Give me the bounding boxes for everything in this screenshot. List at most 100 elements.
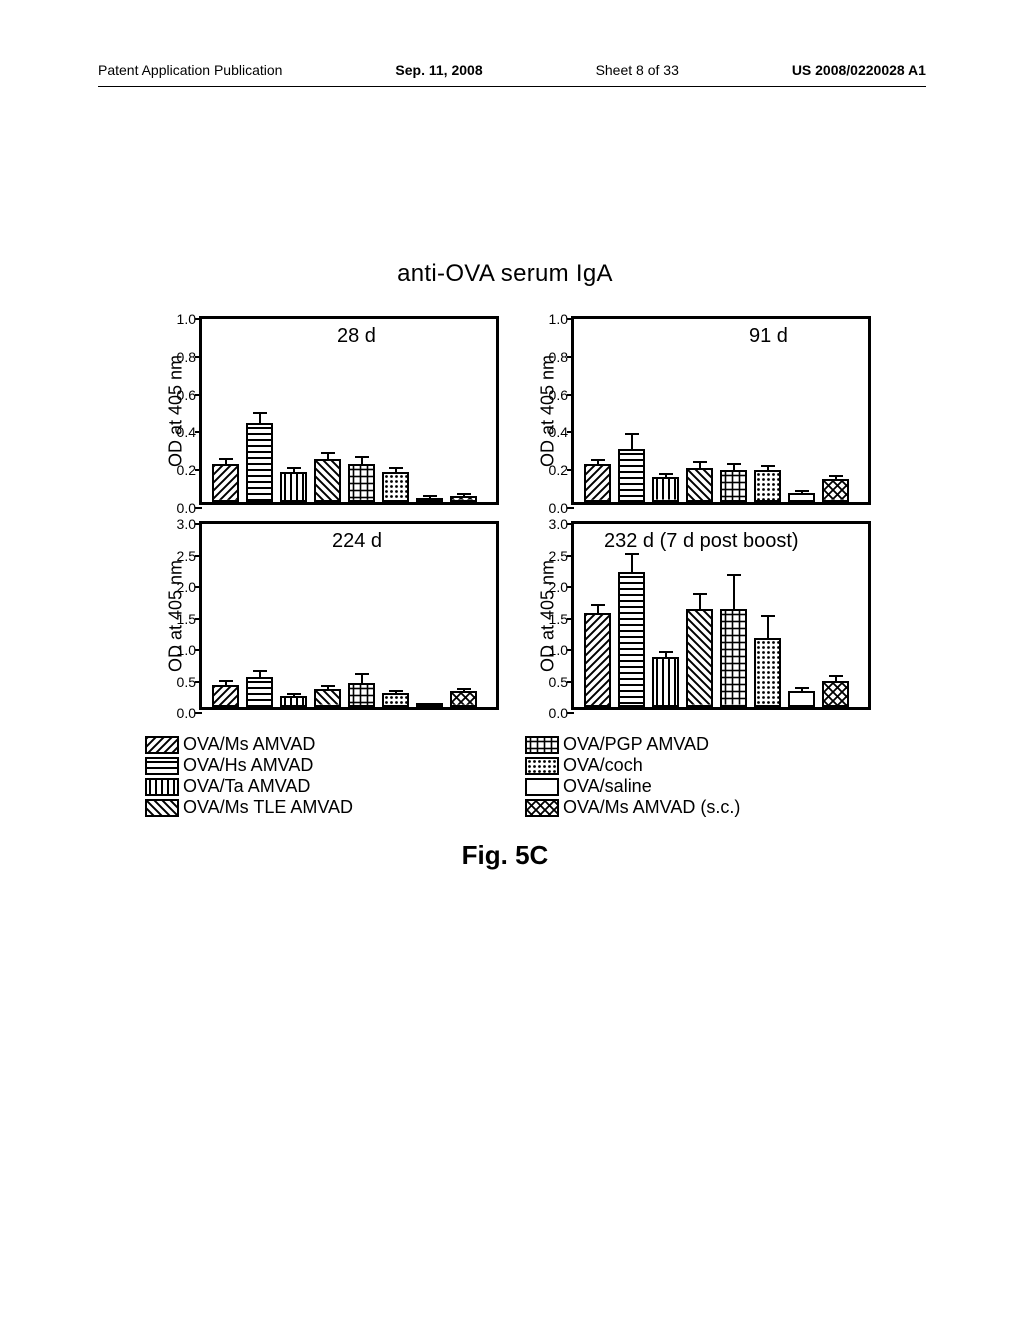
bar (416, 498, 443, 502)
error-cap (829, 675, 843, 677)
error-cap (659, 651, 673, 653)
y-tick-mark (567, 394, 574, 396)
y-tick-mark (195, 555, 202, 557)
error-cap (625, 553, 639, 555)
page-header: Patent Application Publication Sep. 11, … (0, 62, 1024, 78)
y-tick-mark (195, 507, 202, 509)
error-bar (597, 605, 599, 613)
y-tick-mark (567, 318, 574, 320)
y-tick-label: 0.4 (160, 424, 196, 440)
y-tick-label: 2.5 (160, 548, 196, 564)
y-axis-label: OD at 405 nm (166, 354, 187, 466)
error-bar (767, 616, 769, 638)
error-cap (727, 463, 741, 465)
y-tick-label: 0.8 (532, 349, 568, 365)
y-tick-mark (567, 555, 574, 557)
error-cap (693, 593, 707, 595)
y-tick-label: 1.5 (532, 611, 568, 627)
bar (618, 572, 645, 707)
bar (246, 423, 273, 502)
pub-number: US 2008/0220028 A1 (792, 62, 926, 78)
legend-swatch (145, 778, 179, 796)
y-tick-mark (195, 618, 202, 620)
sheet-info: Sheet 8 of 33 (596, 62, 679, 78)
panel-label: 224 d (332, 530, 382, 553)
bar (212, 464, 239, 502)
bar (348, 464, 375, 502)
error-cap (287, 693, 301, 695)
bar (788, 493, 815, 502)
y-tick-mark (567, 469, 574, 471)
legend-label: OVA/saline (563, 776, 652, 797)
y-tick-mark (567, 507, 574, 509)
error-bar (631, 434, 633, 449)
error-cap (321, 685, 335, 687)
legend-label: OVA/Ms AMVAD (183, 734, 315, 755)
error-bar (631, 554, 633, 572)
bar (212, 685, 239, 707)
pub-date: Sep. 11, 2008 (395, 62, 482, 78)
error-cap (761, 465, 775, 467)
y-tick-label: 1.0 (160, 642, 196, 658)
error-cap (727, 574, 741, 576)
error-cap (219, 680, 233, 682)
bar (382, 472, 409, 502)
error-cap (795, 687, 809, 689)
error-cap (659, 473, 673, 475)
legend-swatch (145, 736, 179, 754)
y-tick-mark (195, 523, 202, 525)
y-tick-mark (195, 356, 202, 358)
y-tick-label: 3.0 (532, 516, 568, 532)
legend: OVA/Ms AMVADOVA/Hs AMVADOVA/Ta AMVADOVA/… (145, 734, 865, 818)
y-tick-mark (195, 394, 202, 396)
error-cap (253, 412, 267, 414)
bar (788, 691, 815, 707)
y-tick-mark (195, 681, 202, 683)
legend-label: OVA/Hs AMVAD (183, 755, 313, 776)
legend-swatch (525, 757, 559, 775)
bar (652, 657, 679, 707)
y-tick-label: 0.0 (532, 500, 568, 516)
chart-title: anti-OVA serum IgA (145, 260, 865, 288)
bar (618, 449, 645, 502)
chart-panel: 28 d0.00.20.40.60.81.0 (199, 316, 499, 505)
y-tick-mark (567, 712, 574, 714)
legend-label: OVA/Ms TLE AMVAD (183, 797, 353, 818)
pub-type: Patent Application Publication (98, 62, 282, 78)
y-tick-label: 0.0 (532, 705, 568, 721)
legend-item: OVA/PGP AMVAD (525, 734, 865, 755)
y-tick-label: 0.5 (160, 674, 196, 690)
y-tick-mark (195, 431, 202, 433)
error-cap (457, 493, 471, 495)
y-tick-mark (195, 469, 202, 471)
legend-item: OVA/coch (525, 755, 865, 776)
y-tick-label: 0.2 (160, 462, 196, 478)
bar (584, 464, 611, 502)
bar (280, 472, 307, 502)
legend-item: OVA/Ms TLE AMVAD (145, 797, 485, 818)
y-tick-label: 0.2 (532, 462, 568, 478)
legend-item: OVA/saline (525, 776, 865, 797)
legend-label: OVA/Ms AMVAD (s.c.) (563, 797, 740, 818)
y-tick-mark (567, 523, 574, 525)
bar (686, 468, 713, 502)
bar (822, 479, 849, 502)
bar (382, 693, 409, 707)
error-cap (693, 461, 707, 463)
legend-swatch (525, 799, 559, 817)
y-tick-label: 1.5 (160, 611, 196, 627)
error-cap (287, 467, 301, 469)
y-tick-mark (567, 618, 574, 620)
bar (686, 609, 713, 707)
y-tick-mark (567, 431, 574, 433)
y-tick-label: 0.4 (532, 424, 568, 440)
error-cap (389, 690, 403, 692)
y-axis-label: OD at 405 nm (538, 354, 559, 466)
error-cap (355, 456, 369, 458)
error-cap (591, 604, 605, 606)
error-cap (829, 475, 843, 477)
legend-swatch (145, 757, 179, 775)
y-tick-label: 1.0 (160, 311, 196, 327)
bar (450, 496, 477, 502)
header-rule (98, 86, 926, 87)
